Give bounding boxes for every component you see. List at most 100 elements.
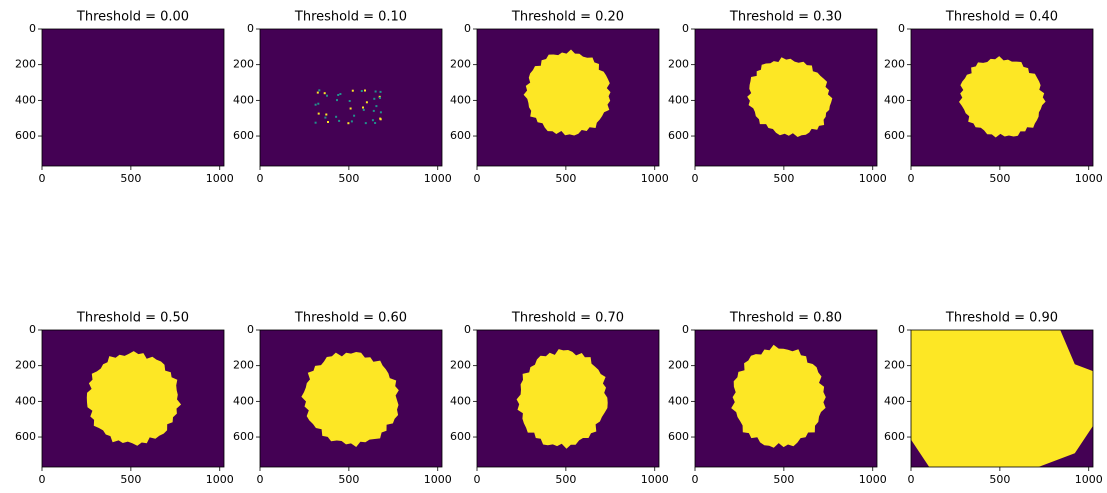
mask-speck: [362, 107, 364, 109]
mask-speck: [379, 97, 381, 99]
mask-speck: [315, 122, 317, 124]
mask-speck: [380, 118, 382, 120]
mask-speck: [338, 120, 340, 122]
panel-title: Threshold = 0.40: [945, 10, 1058, 25]
x-tick-label: 1000: [859, 172, 887, 185]
x-tick-label: 0: [908, 473, 915, 486]
panel-title: Threshold = 0.20: [511, 10, 624, 25]
panel-title: Threshold = 0.70: [511, 311, 624, 326]
y-tick-label: 200: [884, 359, 905, 372]
image-panel: [42, 330, 224, 467]
mask-speck: [350, 108, 352, 110]
mask-speck: [337, 94, 339, 96]
mask-speck: [375, 105, 377, 107]
y-tick-label: 200: [668, 359, 689, 372]
mask-speck: [315, 104, 317, 106]
panel-title: Threshold = 0.60: [294, 311, 407, 326]
y-tick-label: 400: [884, 394, 905, 407]
x-tick-label: 500: [120, 172, 141, 185]
y-tick-label: 400: [884, 93, 905, 106]
mask-speck: [373, 110, 375, 112]
y-tick-label: 600: [884, 129, 905, 142]
y-tick-label: 600: [233, 430, 254, 443]
mask-speck: [324, 92, 326, 94]
mask-speck: [318, 89, 320, 91]
y-tick-label: 400: [450, 394, 471, 407]
mask-speck: [339, 93, 341, 95]
y-tick-label: 200: [884, 58, 905, 71]
mask-speck: [317, 103, 319, 105]
y-tick-label: 0: [29, 22, 36, 35]
x-tick-label: 500: [989, 473, 1010, 486]
y-tick-label: 0: [682, 323, 689, 336]
mask-speck: [363, 109, 365, 111]
mask-speck: [325, 114, 327, 116]
image-panel: [260, 330, 442, 467]
x-tick-label: 500: [338, 473, 359, 486]
mask-speck: [324, 117, 326, 119]
x-tick-label: 1000: [424, 172, 452, 185]
y-tick-label: 600: [233, 129, 254, 142]
mask-speck: [327, 121, 329, 123]
mask-speck: [353, 115, 355, 117]
x-tick-label: 0: [908, 172, 915, 185]
panel-title: Threshold = 0.90: [945, 311, 1058, 326]
mask-speck: [375, 91, 377, 93]
image-panel: [695, 330, 877, 467]
image-panel: [911, 29, 1093, 166]
mask-speck: [352, 90, 354, 92]
x-tick-label: 0: [692, 172, 699, 185]
y-tick-label: 600: [884, 430, 905, 443]
image-panel: [42, 29, 224, 166]
y-tick-label: 400: [15, 394, 36, 407]
x-tick-label: 0: [39, 172, 46, 185]
x-tick-label: 0: [692, 473, 699, 486]
y-tick-label: 400: [233, 394, 254, 407]
y-tick-label: 400: [450, 93, 471, 106]
mask-speck: [351, 120, 353, 122]
y-tick-label: 400: [15, 93, 36, 106]
y-tick-label: 600: [668, 430, 689, 443]
x-tick-label: 500: [989, 172, 1010, 185]
x-tick-label: 1000: [424, 473, 452, 486]
mask-region: [911, 330, 1093, 467]
y-tick-label: 0: [898, 22, 905, 35]
x-tick-label: 1000: [206, 473, 234, 486]
y-tick-label: 0: [247, 22, 254, 35]
x-tick-label: 1000: [206, 172, 234, 185]
image-background: [42, 29, 224, 166]
y-tick-label: 400: [668, 394, 689, 407]
mask-speck: [317, 92, 319, 94]
y-tick-label: 400: [233, 93, 254, 106]
image-panel: [477, 29, 659, 166]
y-tick-label: 0: [29, 323, 36, 336]
image-panel: [911, 330, 1093, 467]
mask-speck: [372, 119, 374, 121]
x-tick-label: 500: [555, 172, 576, 185]
x-tick-label: 500: [120, 473, 141, 486]
x-tick-label: 500: [773, 172, 794, 185]
y-tick-label: 200: [450, 359, 471, 372]
y-tick-label: 0: [464, 323, 471, 336]
y-tick-label: 200: [233, 58, 254, 71]
y-tick-label: 200: [450, 58, 471, 71]
mask-speck: [326, 95, 328, 97]
y-tick-label: 600: [450, 129, 471, 142]
x-tick-label: 0: [474, 473, 481, 486]
x-tick-label: 500: [555, 473, 576, 486]
mask-speck: [335, 116, 337, 118]
y-tick-label: 600: [15, 129, 36, 142]
mask-speck: [374, 122, 376, 124]
image-background: [260, 29, 442, 166]
panel-title: Threshold = 0.80: [729, 311, 842, 326]
y-tick-label: 200: [15, 58, 36, 71]
mask-speck: [364, 90, 366, 92]
x-tick-label: 0: [257, 172, 264, 185]
mask-speck: [380, 111, 382, 113]
y-tick-label: 0: [464, 22, 471, 35]
y-tick-label: 600: [15, 430, 36, 443]
mask-speck: [365, 122, 367, 124]
image-panel: [695, 29, 877, 166]
x-tick-label: 1000: [859, 473, 887, 486]
mask-speck: [373, 98, 375, 100]
